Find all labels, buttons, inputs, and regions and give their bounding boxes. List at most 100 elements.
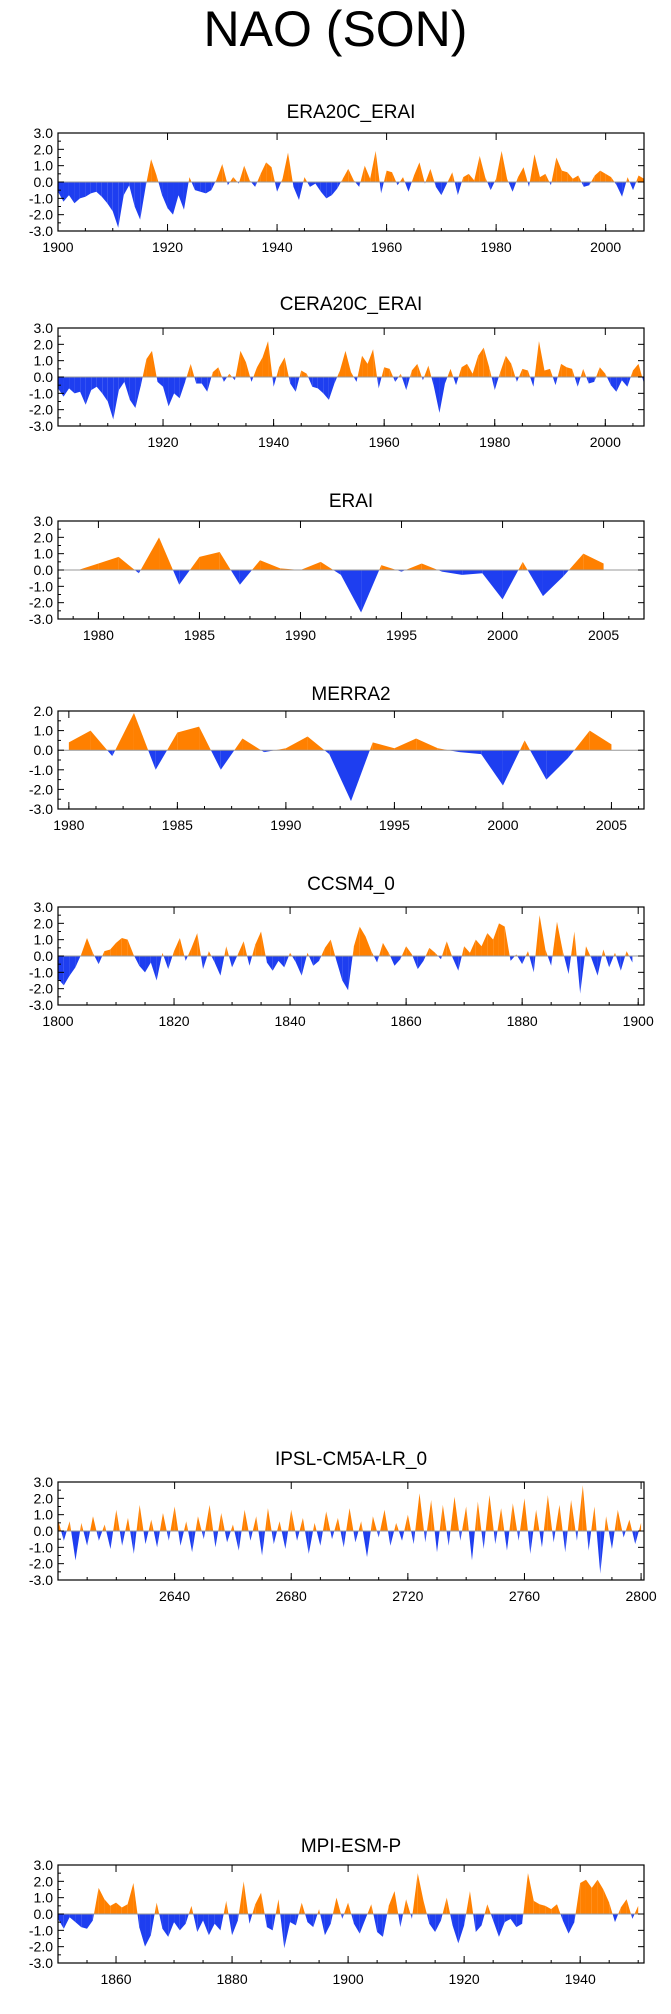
area-segment bbox=[386, 170, 393, 182]
area-segment bbox=[320, 1914, 325, 1936]
area-segment bbox=[497, 1508, 502, 1531]
area-segment bbox=[68, 730, 91, 751]
area-segment bbox=[616, 956, 621, 971]
area-segment bbox=[425, 947, 430, 956]
area-segment bbox=[209, 1504, 214, 1531]
area-segment bbox=[348, 956, 353, 991]
area-segment bbox=[545, 1905, 552, 1914]
area-segment bbox=[361, 570, 380, 613]
area-segment bbox=[438, 956, 441, 960]
area-segment bbox=[527, 951, 530, 956]
area-segment bbox=[603, 1889, 610, 1914]
area-segment bbox=[381, 565, 397, 570]
area-segment bbox=[261, 931, 266, 956]
area-segment bbox=[407, 1514, 412, 1531]
area-segment bbox=[404, 1514, 408, 1531]
area-segment bbox=[597, 956, 602, 976]
area-segment bbox=[251, 377, 254, 382]
area-segment bbox=[581, 182, 584, 187]
area-segment bbox=[614, 1509, 618, 1531]
area-segment bbox=[597, 1879, 604, 1914]
area-segment bbox=[561, 170, 568, 182]
area-segment bbox=[580, 1879, 586, 1914]
area-segment bbox=[400, 373, 402, 377]
y-tick-label: 0.0 bbox=[34, 742, 54, 758]
chart-title: CERA20C_ERAI bbox=[280, 294, 423, 315]
area-segment bbox=[104, 949, 111, 956]
area-segment bbox=[223, 377, 228, 382]
area-segment bbox=[469, 1891, 474, 1914]
area-segment bbox=[487, 182, 491, 191]
area-segment bbox=[220, 1914, 224, 1931]
area-segment bbox=[66, 1521, 70, 1531]
area-segment bbox=[185, 377, 187, 382]
area-segment bbox=[306, 952, 308, 956]
area-segment bbox=[589, 730, 612, 751]
area-segment bbox=[234, 1531, 239, 1551]
area-segment bbox=[230, 1524, 233, 1531]
area-segment bbox=[351, 372, 354, 377]
area-segment bbox=[523, 1873, 528, 1914]
area-segment bbox=[534, 341, 539, 377]
area-segment bbox=[252, 944, 256, 956]
area-segment bbox=[75, 1531, 81, 1561]
area-segment bbox=[485, 1495, 490, 1531]
area-segment bbox=[107, 182, 113, 212]
area-segment bbox=[638, 363, 643, 377]
page-title: NAO (SON) bbox=[203, 1, 468, 57]
area-segment bbox=[261, 1892, 265, 1914]
area-segment bbox=[527, 182, 529, 187]
area-segment bbox=[610, 377, 617, 392]
x-tick-label: 1960 bbox=[371, 239, 402, 255]
area-segment bbox=[567, 1499, 572, 1531]
area-segment bbox=[594, 1506, 597, 1531]
area-segment bbox=[434, 182, 436, 187]
area-segment bbox=[515, 377, 517, 382]
area-segment bbox=[314, 1522, 317, 1531]
area-segment bbox=[85, 377, 92, 405]
area-segment bbox=[185, 956, 188, 961]
area-segment bbox=[92, 1914, 94, 1921]
area-segment bbox=[326, 1511, 331, 1531]
area-segment bbox=[328, 377, 335, 400]
area-segment bbox=[301, 1902, 306, 1914]
area-segment bbox=[317, 377, 324, 394]
area-segment bbox=[487, 1904, 491, 1914]
area-segment bbox=[362, 355, 368, 377]
area-segment bbox=[188, 177, 190, 182]
area-segment bbox=[622, 182, 627, 197]
area-segment bbox=[550, 368, 553, 377]
x-tick-label: 1980 bbox=[83, 627, 114, 643]
area-segment bbox=[122, 1531, 126, 1546]
area-segment bbox=[222, 164, 227, 182]
area-segment bbox=[620, 956, 626, 971]
area-segment bbox=[228, 1914, 233, 1936]
area-segment bbox=[295, 1914, 299, 1926]
area-segment bbox=[253, 367, 258, 377]
area-segment bbox=[273, 377, 277, 387]
area-segment bbox=[151, 159, 157, 182]
area-segment bbox=[308, 956, 314, 966]
area-segment bbox=[324, 939, 331, 956]
area-segment bbox=[609, 1902, 613, 1914]
x-tick-label: 1995 bbox=[386, 627, 417, 643]
area-segment bbox=[262, 341, 269, 377]
area-segment bbox=[116, 1902, 122, 1914]
area-segment bbox=[373, 1914, 378, 1932]
area-segment bbox=[367, 1531, 371, 1558]
area-segment bbox=[504, 926, 510, 956]
area-segment bbox=[185, 1914, 189, 1924]
area-segment bbox=[324, 1914, 331, 1936]
x-tick-label: 2720 bbox=[392, 1588, 423, 1604]
area-segment bbox=[567, 172, 573, 182]
area-segment bbox=[424, 365, 429, 377]
area-segment bbox=[158, 182, 163, 196]
area-segment bbox=[527, 570, 543, 597]
area-segment bbox=[563, 570, 569, 577]
area-segment bbox=[127, 1517, 131, 1531]
area-segment bbox=[453, 377, 457, 386]
area-segment bbox=[629, 182, 634, 191]
area-segment bbox=[381, 367, 385, 377]
area-segment bbox=[330, 1914, 333, 1924]
